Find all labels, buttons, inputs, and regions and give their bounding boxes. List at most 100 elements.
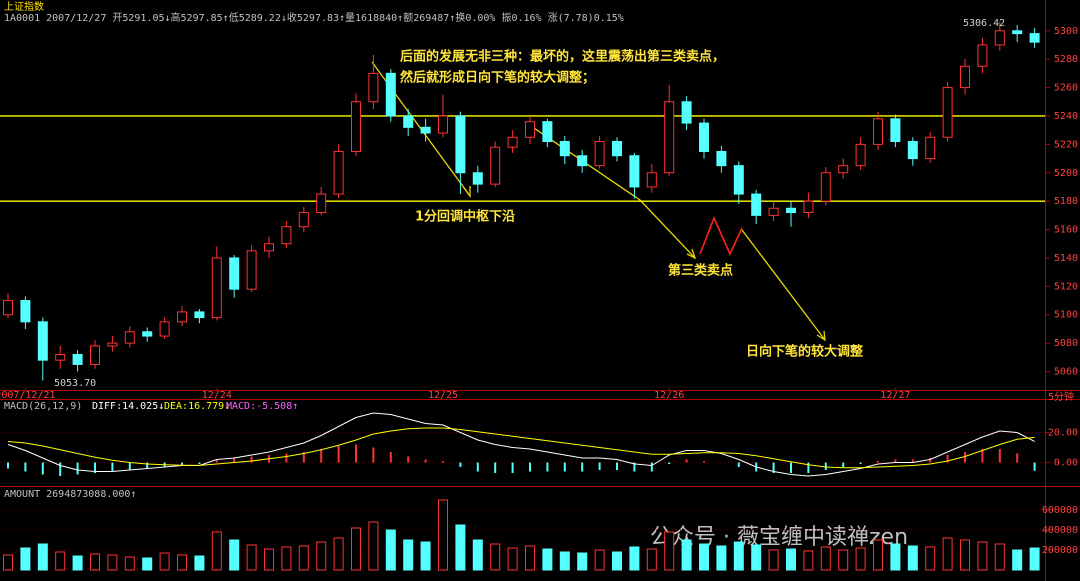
- candle-body: [438, 115, 448, 134]
- candle-body: [768, 207, 779, 216]
- y-tick-label: 5100: [1054, 310, 1078, 321]
- amount-title: AMOUNT 2694873088.000↑: [4, 489, 136, 500]
- candle-body: [890, 118, 901, 143]
- amount-bar: [786, 548, 796, 571]
- y-tick-label: 600000: [1042, 505, 1078, 516]
- amount-bar: [960, 539, 970, 571]
- candle-body: [925, 136, 936, 160]
- candle-body: [907, 141, 918, 160]
- amount-bar: [699, 543, 709, 571]
- y-tick-label: 5300: [1054, 26, 1078, 37]
- candle-body: [629, 155, 640, 188]
- amount-bar: [577, 552, 588, 571]
- candle-body: [977, 44, 988, 67]
- candle-body: [490, 146, 501, 185]
- amount-bar: [890, 543, 901, 571]
- subtitle: 1A0001 2007/12/27 开5291.05↓高5297.85↑低528…: [4, 11, 624, 24]
- amount-bar: [351, 527, 361, 571]
- amount-bar: [124, 556, 135, 571]
- candle-body: [90, 345, 100, 365]
- amount-bar: [664, 531, 675, 571]
- amount-bar: [37, 543, 48, 571]
- candle-body: [577, 155, 588, 167]
- amount-bar: [733, 541, 744, 571]
- candle-body: [542, 121, 553, 143]
- amount-bar: [629, 546, 640, 571]
- macd-readout: MACD:-5.508↑: [226, 401, 298, 412]
- candle-body: [873, 118, 883, 145]
- amount-bar: [994, 543, 1005, 571]
- amount-bar: [420, 541, 431, 571]
- y-tick-label: 5240: [1054, 111, 1078, 122]
- amount-bar: [525, 545, 535, 571]
- candle-body: [298, 212, 309, 228]
- candle-body: [820, 172, 831, 202]
- candle-body: [420, 126, 431, 134]
- candle-body: [646, 172, 657, 188]
- candle-body: [403, 115, 414, 128]
- candle-body: [333, 150, 344, 195]
- amount-bar: [751, 544, 762, 571]
- candle-body: [507, 136, 518, 148]
- y-tick-label: 400000: [1042, 525, 1078, 536]
- amount-bar: [403, 539, 414, 571]
- macd-readout: DIFF:14.025↓: [92, 401, 164, 412]
- period-label: 5分钟: [1048, 390, 1074, 403]
- candle-body: [351, 101, 361, 152]
- amount-bar: [211, 531, 222, 571]
- amount-bar: [942, 537, 953, 571]
- y-tick-label: 5140: [1054, 253, 1078, 264]
- candle-body: [142, 331, 153, 337]
- arrow: [741, 229, 826, 341]
- y-tick-label: 0.00: [1054, 458, 1078, 469]
- candle-body: [368, 72, 379, 103]
- amount-bar: [142, 557, 153, 571]
- annotation: 5053.70: [54, 378, 96, 389]
- candle-body: [525, 121, 535, 138]
- candle-body: [1012, 30, 1023, 35]
- amount-bar: [1012, 549, 1023, 571]
- candle-body: [177, 311, 187, 323]
- y-tick-label: 5080: [1054, 338, 1078, 349]
- annotation: 后面的发展无非三种：最坏的，这里震荡出第三类卖点，: [400, 49, 725, 65]
- amount-bar: [716, 545, 727, 571]
- y-tick-label: 5160: [1054, 225, 1078, 236]
- amount-bar: [333, 537, 344, 571]
- candle-body: [699, 122, 709, 152]
- macd-line: [7, 427, 1035, 469]
- amount-bar: [55, 551, 66, 571]
- annotation: 第三类卖点: [668, 263, 733, 279]
- annotation: 日向下笔的较大调整: [746, 344, 864, 360]
- candle-body: [803, 200, 814, 214]
- amount-bar: [72, 555, 83, 571]
- y-tick-label: 5120: [1054, 281, 1078, 292]
- candle-body: [664, 101, 675, 174]
- amount-bar: [907, 545, 918, 571]
- amount-bar: [107, 554, 118, 571]
- amount-bar: [159, 552, 170, 571]
- amount-bar: [507, 547, 518, 571]
- amount-bar: [316, 541, 327, 571]
- y-tick-label: 200000: [1042, 545, 1078, 556]
- amount-bar: [438, 499, 448, 571]
- amount-bar: [855, 547, 866, 571]
- amount-bar: [646, 548, 657, 571]
- candle-body: [855, 143, 866, 167]
- amount-bar: [681, 539, 692, 571]
- amount-bar: [177, 554, 187, 571]
- amount-bar: [246, 544, 257, 571]
- candle-body: [229, 257, 240, 290]
- x-tick-label: 12/26: [654, 390, 684, 401]
- candle-body: [385, 72, 396, 117]
- x-tick-label: 12/24: [202, 390, 232, 401]
- zigzag: [699, 215, 743, 256]
- amount-bar: [90, 553, 100, 571]
- candle-body: [681, 101, 692, 124]
- candle-body: [20, 300, 31, 323]
- candle-body: [472, 172, 483, 185]
- candle-body: [55, 354, 66, 361]
